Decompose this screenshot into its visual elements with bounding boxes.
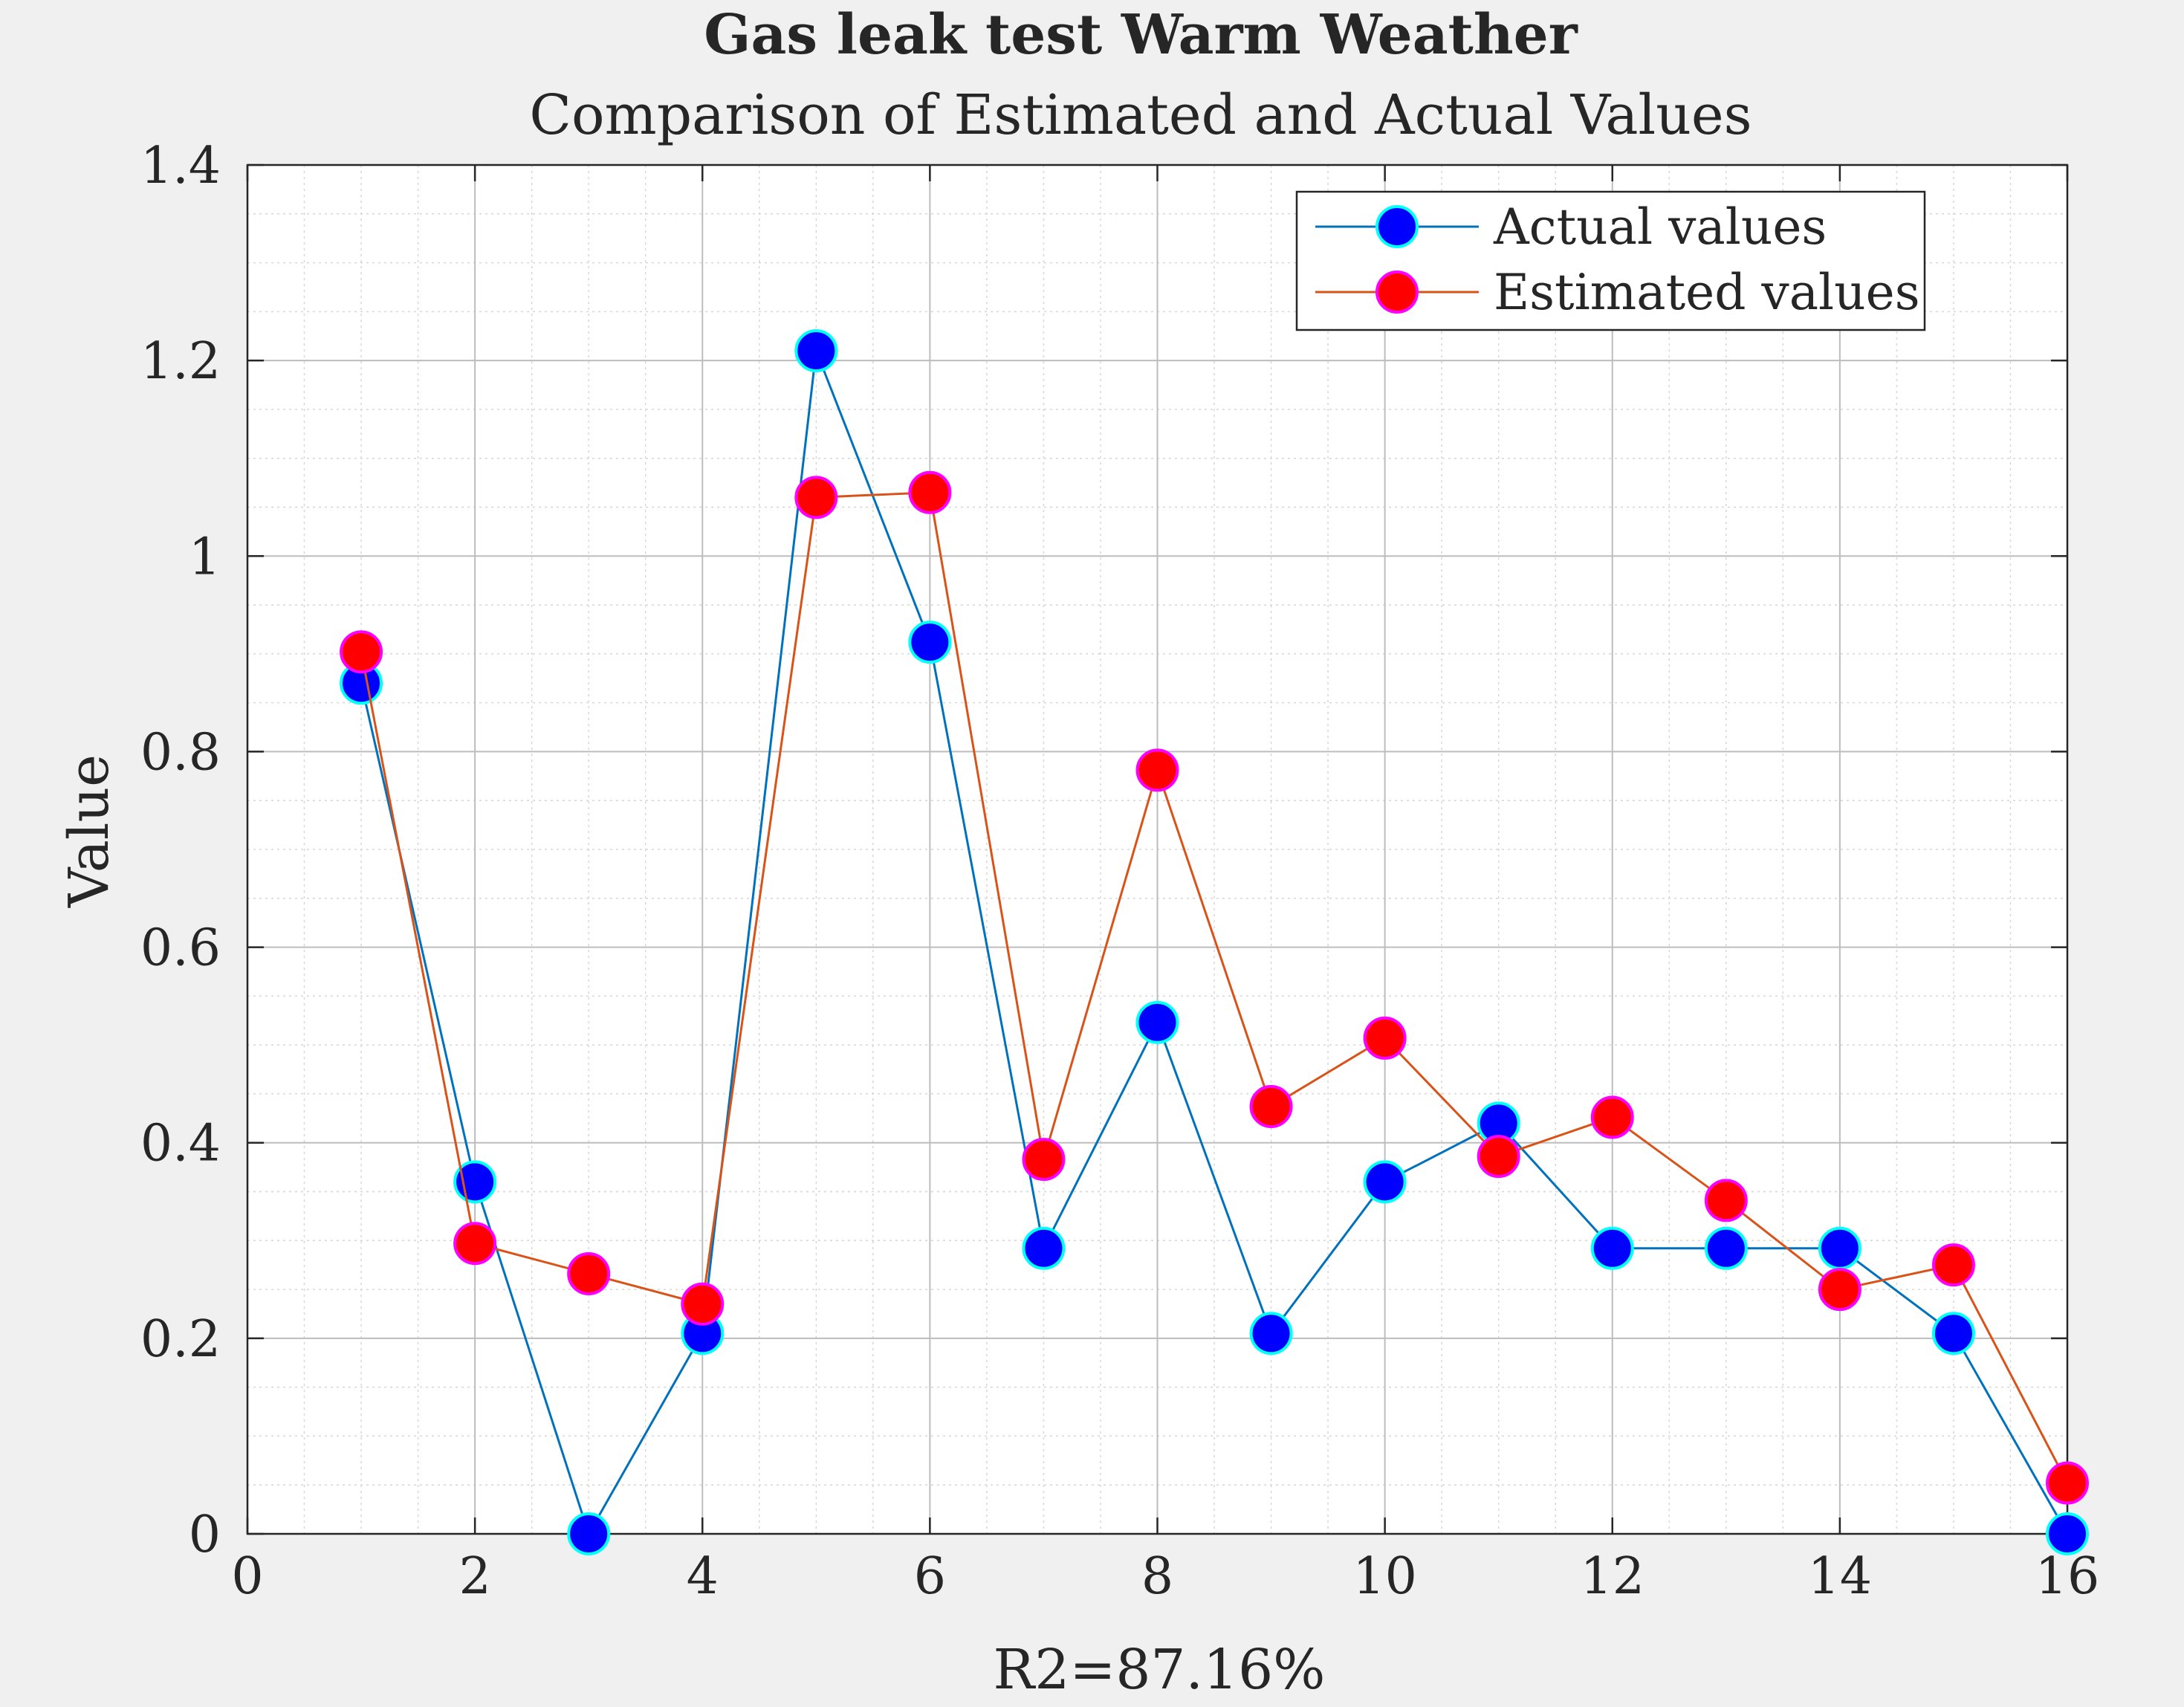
data-point-estimated-values: [340, 630, 383, 674]
chart-subtitle: Comparison of Estimated and Actual Value…: [529, 83, 1752, 147]
data-point-actual-values: [908, 621, 952, 664]
y-tick-label: 1.2: [140, 332, 221, 391]
legend-label-estimated: Estimated values: [1494, 264, 1920, 321]
legend-marker-actual: [1375, 205, 1419, 248]
series-line-actual-values: [360, 350, 2069, 1537]
data-point-actual-values: [794, 328, 838, 372]
x-tick-label: 8: [1141, 1547, 1173, 1606]
y-tick-label: 0.2: [140, 1310, 221, 1369]
data-point-estimated-values: [681, 1282, 725, 1326]
data-point-estimated-values: [1704, 1179, 1748, 1222]
data-point-estimated-values: [1931, 1243, 1975, 1287]
series-actual-values: [340, 328, 2089, 1555]
x-tick-label: 14: [1808, 1547, 1873, 1606]
y-tick-label: 0: [189, 1506, 221, 1564]
y-tick-label: 0.8: [140, 723, 221, 782]
series-line-estimated-values: [360, 491, 2069, 1484]
x-tick-labels: 0 2 4 6 8 10 12 14 16: [231, 1547, 2099, 1606]
data-point-estimated-values: [2046, 1461, 2089, 1505]
series-estimated-values: [340, 470, 2089, 1505]
x-tick-label: 6: [914, 1547, 946, 1606]
data-point-actual-values: [567, 1512, 611, 1555]
x-axis-label: R2=87.16%: [994, 1638, 1326, 1702]
x-tick-label: 4: [687, 1547, 719, 1606]
y-tick-labels: 0 0.2 0.4 0.6 0.8 1 1.2 1.4: [140, 137, 221, 1564]
data-point-estimated-values: [1363, 1016, 1407, 1060]
data-point-estimated-values: [1022, 1138, 1066, 1182]
chart-title: Gas leak test Warm Weather: [704, 3, 1578, 67]
data-point-estimated-values: [453, 1222, 497, 1266]
y-axis-label: Value: [57, 754, 121, 908]
legend-marker-estimated: [1375, 271, 1419, 314]
x-tick-label: 12: [1580, 1547, 1645, 1606]
data-point-estimated-values: [908, 470, 952, 514]
data-point-estimated-values: [1818, 1268, 1861, 1312]
data-point-estimated-values: [1477, 1135, 1520, 1179]
data-point-estimated-values: [794, 476, 838, 519]
y-tick-label: 1: [189, 528, 221, 586]
data-point-estimated-values: [1590, 1095, 1634, 1139]
data-point-actual-values: [1590, 1226, 1634, 1270]
x-tick-label: 0: [231, 1547, 263, 1606]
x-tick-label: 2: [458, 1547, 490, 1606]
y-tick-label: 0.6: [140, 919, 221, 978]
y-tick-label: 0.4: [140, 1115, 221, 1173]
data-point-actual-values: [1022, 1226, 1066, 1270]
data-point-actual-values: [1818, 1226, 1861, 1270]
data-point-actual-values: [2046, 1512, 2089, 1555]
y-tick-label: 1.4: [140, 137, 221, 195]
legend-label-actual: Actual values: [1493, 198, 1827, 256]
data-point-actual-values: [1249, 1312, 1293, 1355]
data-point-actual-values: [1931, 1312, 1975, 1355]
data-point-estimated-values: [1135, 748, 1179, 792]
plot-frame: [246, 163, 2069, 1535]
data-point-actual-values: [1135, 1000, 1179, 1044]
series-layer: [340, 328, 2089, 1555]
legend: Actual values Estimated values: [1295, 190, 1926, 331]
data-point-actual-values: [1704, 1226, 1748, 1270]
data-point-estimated-values: [1249, 1085, 1293, 1129]
data-point-actual-values: [1363, 1160, 1407, 1204]
x-tick-label: 10: [1352, 1547, 1417, 1606]
data-point-estimated-values: [567, 1252, 611, 1296]
x-tick-label: 16: [2035, 1547, 2100, 1606]
